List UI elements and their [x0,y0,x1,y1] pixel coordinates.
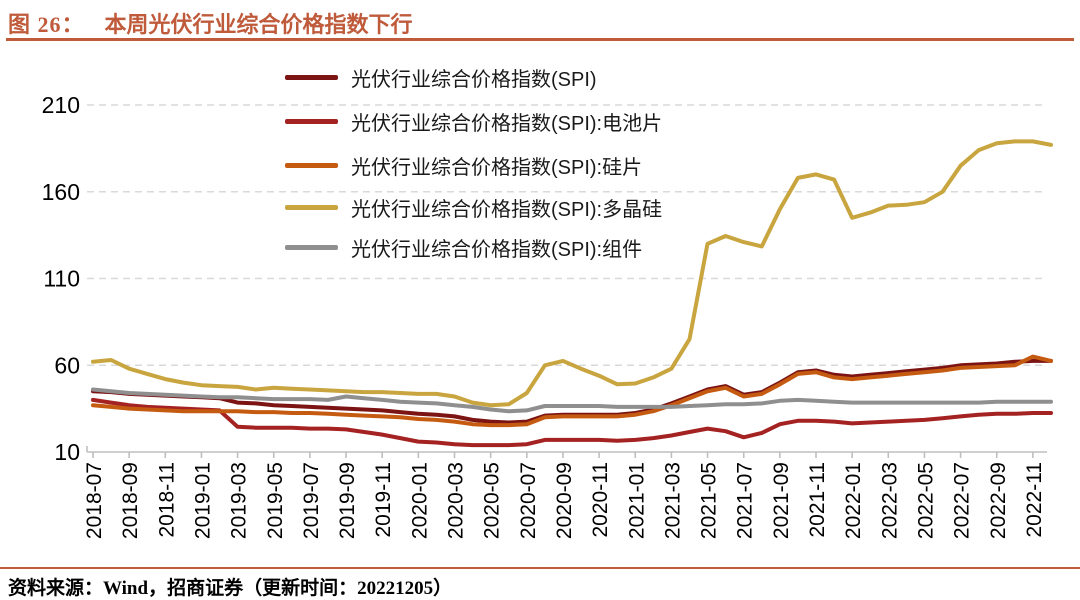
series-line [91,358,1053,425]
plot-lines [91,139,1053,448]
figure-title-text: 本周光伏行业综合价格指数下行 [104,12,413,37]
x-axis-label: 2019-05 [264,462,287,539]
x-axis-label: 2022-11 [1023,462,1046,538]
legend-swatch-spi [285,74,338,80]
y-axis-label: 160 [42,179,80,205]
footer-rule [0,567,1080,569]
legend-swatch-polysilicon [285,204,338,210]
x-axis-label: 2021-11 [806,462,829,538]
series-line [91,387,1053,414]
legend-swatch-wafer [285,162,338,168]
x-axis-label: 2022-05 [914,462,937,539]
x-axis-label: 2021-01 [625,462,648,539]
x-axis-label: 2020-07 [517,462,540,539]
x-axis-label: 2020-11 [589,462,612,538]
x-axis-label: 2018-11 [155,462,178,538]
title-underline [6,38,1074,41]
x-axis-label: 2021-03 [661,462,684,539]
x-axis-label: 2020-05 [481,462,504,539]
gridlines [87,104,1047,367]
legend-label-wafer: 光伏行业综合价格指数(SPI):硅片 [351,156,643,179]
series-line [91,354,1053,428]
x-axis-label: 2019-11 [372,462,395,538]
legend-item-cell: 光伏行业综合价格指数(SPI):电池片 [285,108,663,135]
source-note: 资料来源：Wind，招商证券（更新时间：20221205） [8,578,453,599]
axes [86,446,1047,458]
legend-item-module: 光伏行业综合价格指数(SPI):组件 [285,234,643,261]
x-axis-label: 2022-01 [842,462,865,539]
legend-swatch-module [285,244,338,250]
x-axis-label: 2020-01 [408,462,431,539]
y-axis-label: 110 [43,266,80,292]
x-axis-label: 2018-09 [119,462,142,539]
x-axis-labels: 2018-07 2018-09 2018-11 2019-01 2019-03 2019-… [83,462,1046,539]
x-axis-label: 2019-01 [191,462,214,539]
legend-label-module: 光伏行业综合价格指数(SPI):组件 [351,238,643,261]
legend-label-spi: 光伏行业综合价格指数(SPI) [351,68,597,91]
x-axis-label: 2018-07 [83,462,106,539]
x-axis-label: 2022-03 [878,462,901,539]
y-axis-labels: 10 60 110 160 210 [42,92,80,465]
legend-item-wafer: 光伏行业综合价格指数(SPI):硅片 [285,152,643,179]
figure-title: 图 26： 本周光伏行业综合价格指数下行 [8,7,1072,39]
legend-item-spi: 光伏行业综合价格指数(SPI) [285,64,597,91]
series-line [91,397,1053,448]
figure-number: 图 26： [8,12,85,37]
x-axis-label: 2019-09 [336,462,359,539]
x-axis-label: 2020-09 [553,462,576,539]
legend-label-polysilicon: 光伏行业综合价格指数(SPI):多晶硅 [351,198,663,221]
x-axis-label: 2022-09 [987,462,1010,539]
x-axis-label: 2022-07 [951,462,974,539]
x-axis-label: 2021-07 [734,462,757,539]
series-line [91,139,1053,408]
x-axis-label: 2019-07 [300,462,323,539]
x-axis-label: 2019-03 [228,462,251,539]
y-axis-label: 210 [42,92,80,118]
x-axis-label: 2021-09 [770,462,793,539]
y-axis-label: 10 [54,439,80,465]
x-axis-label: 2021-05 [698,462,721,539]
y-axis-label: 60 [54,352,80,378]
x-axis-label: 2020-03 [445,462,468,539]
legend-swatch-cell [285,118,338,124]
legend-item-polysilicon: 光伏行业综合价格指数(SPI):多晶硅 [285,194,663,221]
legend-label-cell: 光伏行业综合价格指数(SPI):电池片 [351,112,663,135]
